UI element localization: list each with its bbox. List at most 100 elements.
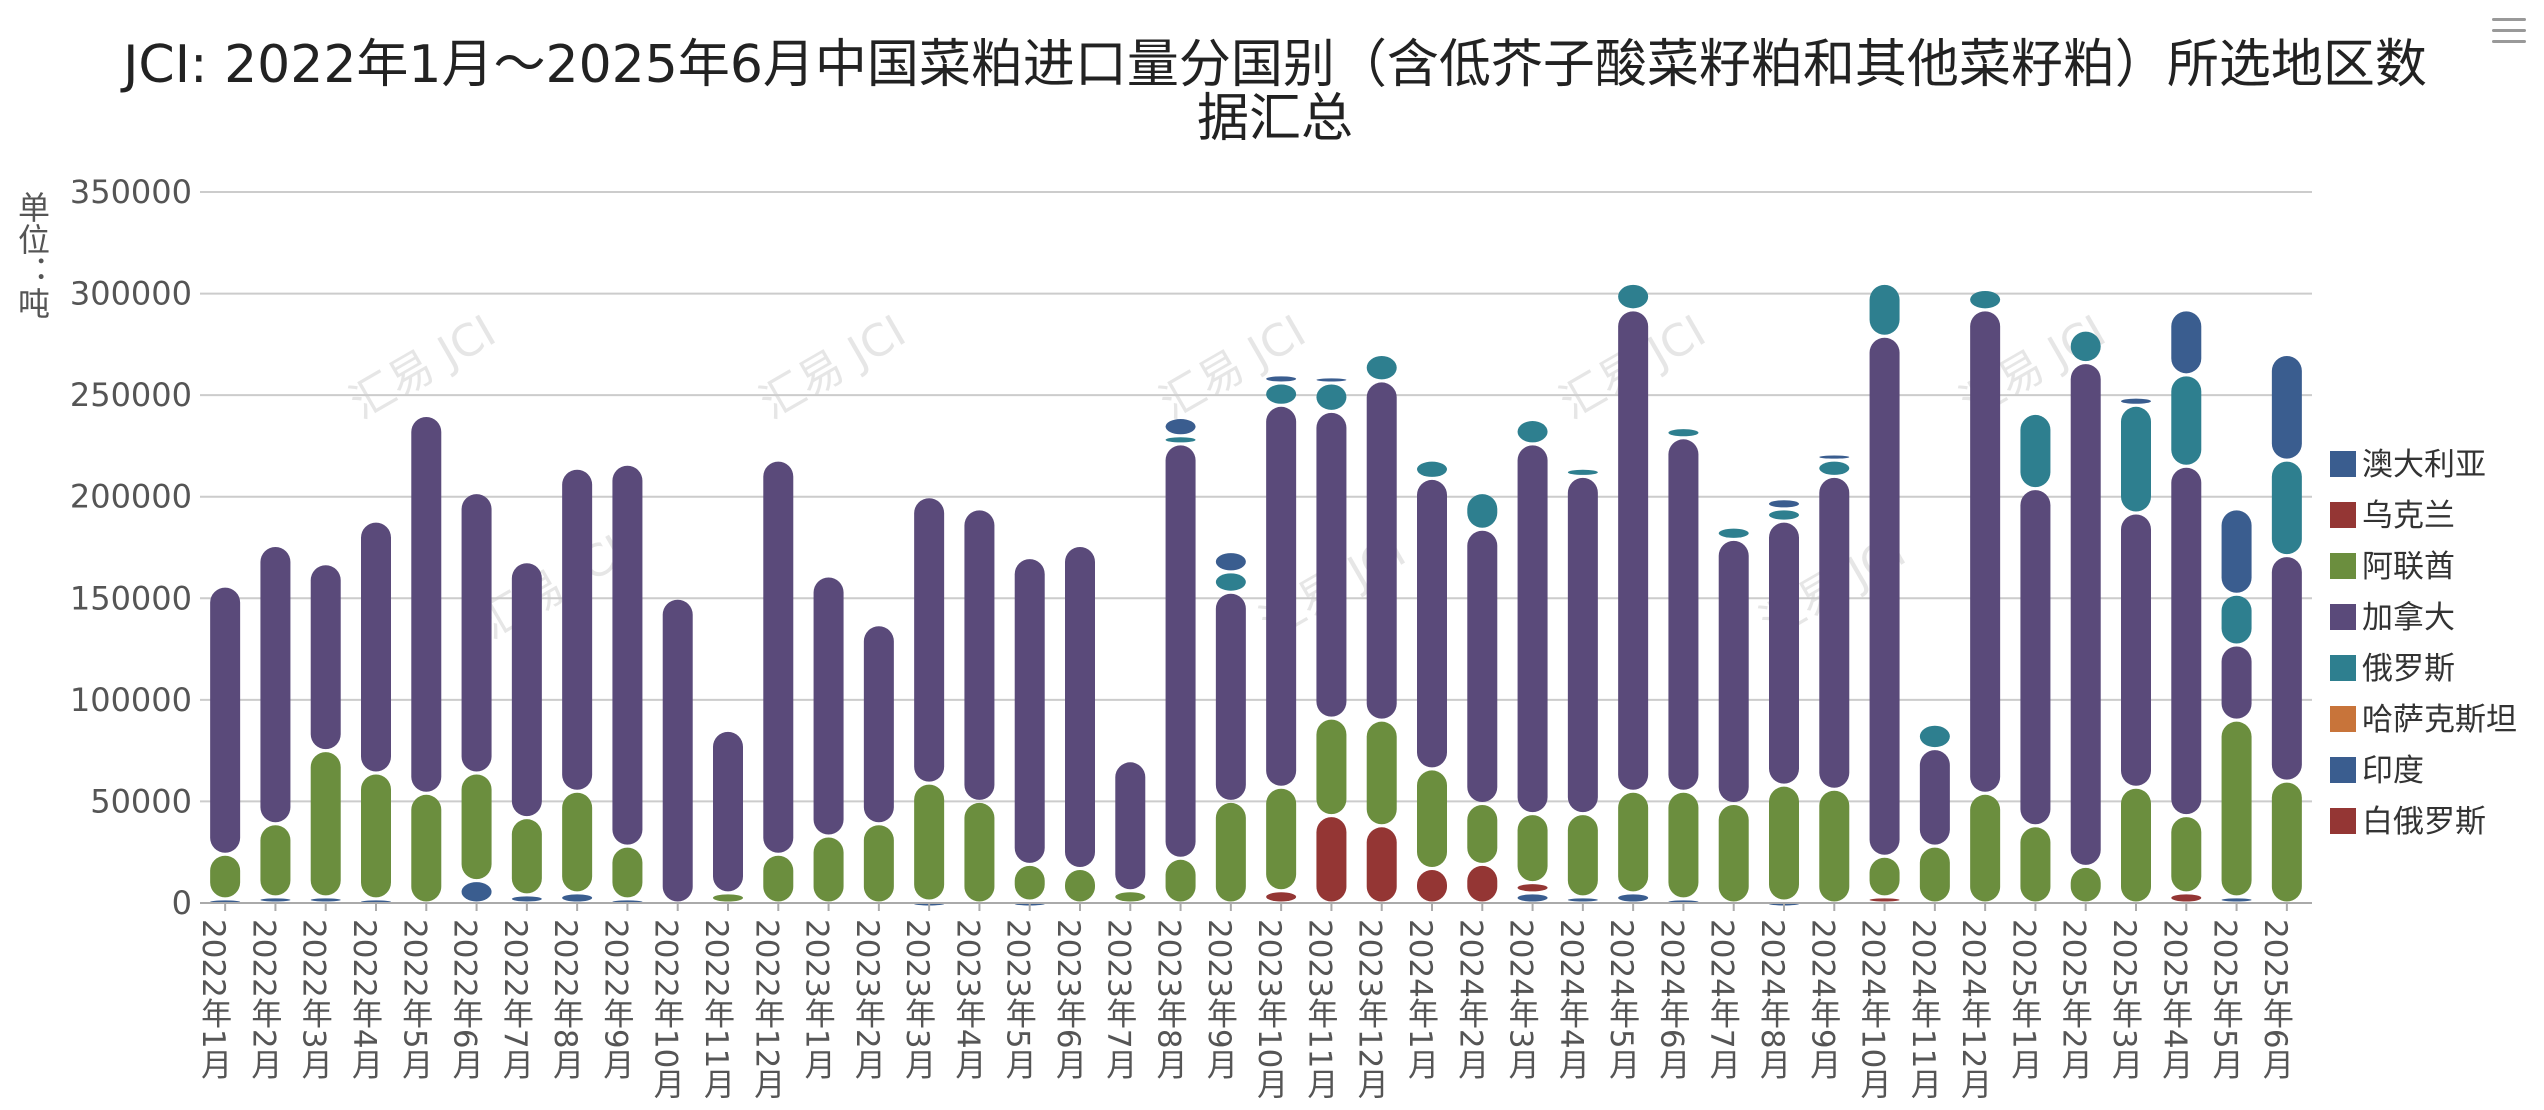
bar-segment[interactable] <box>1869 857 1900 896</box>
bar-segment[interactable] <box>2221 898 2252 902</box>
bar-segment[interactable] <box>612 465 643 845</box>
bar-segment[interactable] <box>310 898 341 902</box>
bar-segment[interactable] <box>1567 815 1598 896</box>
bar-segment[interactable] <box>1215 573 1246 591</box>
bar-segment[interactable] <box>562 894 593 902</box>
bar-segment[interactable] <box>1517 445 1548 813</box>
bar-segment[interactable] <box>511 563 542 817</box>
bar-segment[interactable] <box>2271 557 2302 780</box>
legend-item[interactable]: 白俄罗斯 <box>2330 804 2486 840</box>
legend-item[interactable]: 俄罗斯 <box>2330 651 2455 687</box>
bar-segment[interactable] <box>1919 847 1950 902</box>
bar-segment[interactable] <box>1970 291 2001 309</box>
bar-segment[interactable] <box>1165 418 1196 435</box>
bar-segment[interactable] <box>1668 429 1699 437</box>
bar-segment[interactable] <box>1819 790 1850 902</box>
bar-segment[interactable] <box>1618 894 1649 902</box>
bar-segment[interactable] <box>1165 859 1196 902</box>
bar-segment[interactable] <box>310 565 341 750</box>
bar-segment[interactable] <box>1417 479 1447 768</box>
bar-segment[interactable] <box>1014 559 1045 863</box>
legend-item[interactable]: 哈萨克斯坦 <box>2330 702 2517 738</box>
bar-segment[interactable] <box>1819 461 1850 475</box>
bar-segment[interactable] <box>1165 437 1196 443</box>
bar-segment[interactable] <box>1769 522 1799 784</box>
bar-segment[interactable] <box>1366 721 1397 825</box>
legend-item[interactable]: 印度 <box>2330 753 2424 789</box>
bar-segment[interactable] <box>1215 553 1246 571</box>
bar-segment[interactable] <box>1266 788 1297 890</box>
bar-segment[interactable] <box>813 577 844 835</box>
bar-segment[interactable] <box>1869 898 1900 902</box>
bar-segment[interactable] <box>2171 376 2202 465</box>
bar-segment[interactable] <box>1567 477 1598 813</box>
bar-segment[interactable] <box>411 794 442 902</box>
bar-segment[interactable] <box>2070 364 2101 865</box>
bar-segment[interactable] <box>713 731 743 892</box>
bar-segment[interactable] <box>1618 792 1649 892</box>
bar-segment[interactable] <box>1467 865 1498 902</box>
bar-segment[interactable] <box>2121 514 2151 786</box>
bar-segment[interactable] <box>1316 384 1347 410</box>
bar-segment[interactable] <box>361 522 391 772</box>
bar-segment[interactable] <box>1467 530 1498 802</box>
bar-segment[interactable] <box>1115 762 1146 890</box>
bar-segment[interactable] <box>1366 356 1397 380</box>
bar-segment[interactable] <box>1266 376 1297 382</box>
bar-segment[interactable] <box>2070 867 2101 902</box>
bar-segment[interactable] <box>1567 469 1598 475</box>
bar-segment[interactable] <box>1266 406 1297 786</box>
bar-segment[interactable] <box>2020 490 2051 825</box>
bar-segment[interactable] <box>1467 804 1498 863</box>
bar-segment[interactable] <box>1215 802 1246 902</box>
bar-segment[interactable] <box>1215 593 1246 800</box>
bar-segment[interactable] <box>1567 898 1598 902</box>
bar-segment[interactable] <box>1316 719 1347 815</box>
bar-segment[interactable] <box>1668 439 1699 790</box>
bar-segment[interactable] <box>1065 869 1095 902</box>
bar-segment[interactable] <box>964 802 995 902</box>
bar-segment[interactable] <box>210 587 241 853</box>
bar-segment[interactable] <box>361 774 391 898</box>
bar-segment[interactable] <box>1417 869 1447 902</box>
bar-segment[interactable] <box>1165 445 1196 857</box>
bar-segment[interactable] <box>1366 382 1397 719</box>
bar-segment[interactable] <box>813 837 844 902</box>
bar-segment[interactable] <box>763 461 794 853</box>
bar-segment[interactable] <box>1266 892 1297 902</box>
bar-segment[interactable] <box>914 784 945 900</box>
bar-segment[interactable] <box>1417 770 1447 867</box>
bar-segment[interactable] <box>713 894 743 902</box>
bar-segment[interactable] <box>2070 331 2101 362</box>
bar-segment[interactable] <box>2271 782 2302 902</box>
bar-segment[interactable] <box>2121 788 2151 902</box>
legend-item[interactable]: 乌克兰 <box>2330 498 2455 534</box>
bar-segment[interactable] <box>2271 356 2302 459</box>
bar-segment[interactable] <box>1266 384 1297 404</box>
bar-segment[interactable] <box>1517 815 1548 882</box>
bar-segment[interactable] <box>1366 827 1397 902</box>
bar-segment[interactable] <box>1467 494 1498 528</box>
bar-segment[interactable] <box>461 774 492 880</box>
bar-segment[interactable] <box>562 469 593 790</box>
bar-segment[interactable] <box>2171 894 2202 902</box>
hamburger-menu-icon[interactable] <box>2492 18 2526 46</box>
bar-segment[interactable] <box>1919 725 1950 748</box>
bar-segment[interactable] <box>1769 500 1799 508</box>
bar-segment[interactable] <box>1869 284 1900 335</box>
bar-segment[interactable] <box>863 626 894 823</box>
bar-segment[interactable] <box>310 752 341 896</box>
bar-segment[interactable] <box>1517 894 1548 902</box>
bar-segment[interactable] <box>662 599 693 902</box>
bar-segment[interactable] <box>1316 378 1347 382</box>
bar-segment[interactable] <box>1065 546 1095 867</box>
bar-segment[interactable] <box>562 792 593 892</box>
bar-segment[interactable] <box>2271 461 2302 555</box>
bar-segment[interactable] <box>914 498 945 782</box>
bar-segment[interactable] <box>1769 786 1799 900</box>
bar-segment[interactable] <box>1668 792 1699 898</box>
bar-segment[interactable] <box>863 825 894 902</box>
bar-segment[interactable] <box>2221 721 2252 896</box>
bar-segment[interactable] <box>763 855 794 902</box>
bar-segment[interactable] <box>2221 595 2252 644</box>
